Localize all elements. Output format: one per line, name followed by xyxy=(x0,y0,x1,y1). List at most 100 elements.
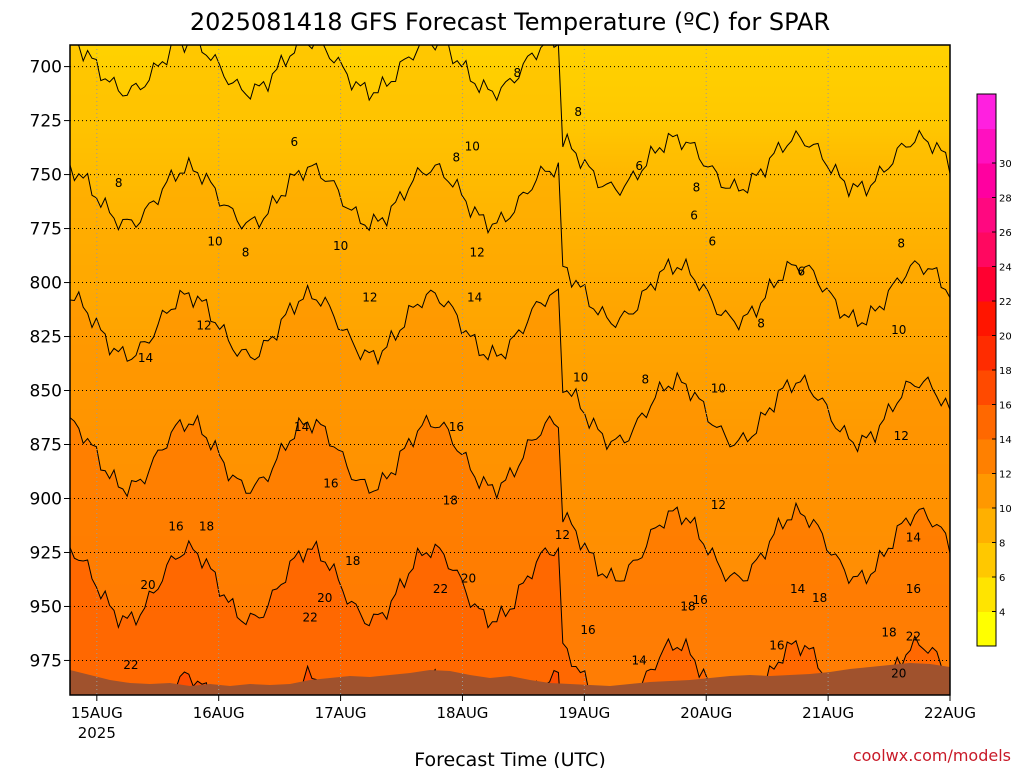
y-tick-label: 825 xyxy=(30,328,62,348)
colorbar: 4 6 8 10 12 14 16 18 20 22 24 26 28 30 xyxy=(976,93,1012,647)
contour-label: 16 xyxy=(769,638,784,652)
contour-label: 6 xyxy=(709,235,717,249)
colorbar-tick-label: 26 xyxy=(999,228,1012,239)
contour-label: 16 xyxy=(323,476,338,490)
contour-label: 10 xyxy=(207,235,222,249)
colorbar-tick-label: 6 xyxy=(999,573,1005,584)
colorbar-tick-label: 12 xyxy=(999,470,1012,481)
colorbar-swatch xyxy=(977,94,996,129)
contour-label: 10 xyxy=(465,139,480,153)
contour-label: 6 xyxy=(290,135,298,149)
contour-label: 22 xyxy=(906,630,921,644)
x-tick-label: 22AUG xyxy=(924,704,976,722)
contour-line-8 xyxy=(70,156,950,331)
contour-label: 14 xyxy=(138,351,153,365)
contour-label: 16 xyxy=(580,623,595,637)
y-tick-label: 700 xyxy=(30,58,62,78)
colorbar-swatch xyxy=(977,266,996,302)
contour-label: 12 xyxy=(894,429,909,443)
contour-label: 10 xyxy=(333,239,348,253)
y-tick-label: 925 xyxy=(30,543,62,563)
contour-label: 14 xyxy=(790,582,805,596)
colorbar-swatch xyxy=(977,335,996,371)
colorbar-tick-label: 14 xyxy=(999,435,1012,446)
colorbar-swatch xyxy=(977,508,996,543)
contour-label: 8 xyxy=(757,317,765,331)
contour-label: 14 xyxy=(294,420,309,434)
colorbar-tick-label: 22 xyxy=(999,297,1012,308)
x-axis: 15AUG 16AUG 17AUG 18AUG 19AUG 20AUG 21AUG 22AUG… xyxy=(71,695,976,742)
plot-frame xyxy=(69,44,951,696)
contour-label: 8 xyxy=(453,150,461,164)
y-axis: 700 725 750 775 800 825 850 875 900 925 950 975 xyxy=(30,58,70,671)
contour-label: 12 xyxy=(555,528,570,542)
contour-label: 8 xyxy=(897,237,905,251)
contour-label: 22 xyxy=(302,610,317,624)
colorbar-swatch xyxy=(977,473,996,509)
contour-label: 18 xyxy=(812,591,827,605)
terrain-ground xyxy=(70,663,950,695)
colorbar-swatch xyxy=(977,301,996,336)
contour-label: 20 xyxy=(140,578,155,592)
x-tick-label: 16AUG xyxy=(193,704,245,722)
temperature-band-14 xyxy=(70,540,950,695)
y-tick-label: 900 xyxy=(30,489,62,509)
colorbar-tick-label: 4 xyxy=(999,608,1005,619)
contour-label: 6 xyxy=(690,209,698,223)
x-tick-label: 21AUG xyxy=(802,704,854,722)
y-tick-label: 725 xyxy=(30,112,62,132)
y-tick-label: 800 xyxy=(30,274,62,294)
y-tick-label: 775 xyxy=(30,220,62,240)
credit-text: coolwx.com/models xyxy=(853,746,1011,765)
colorbar-swatch xyxy=(977,577,996,612)
colorbar-swatch xyxy=(977,611,996,647)
colorbar-swatch xyxy=(977,128,996,164)
colorbar-tick-label: 24 xyxy=(999,263,1012,274)
colorbar-tick-label: 10 xyxy=(999,504,1012,515)
y-tick-label: 875 xyxy=(30,436,62,456)
contour-label: 8 xyxy=(693,181,701,195)
contour-line-18 xyxy=(70,728,950,749)
contour-label: 16 xyxy=(168,520,183,534)
contour-label: 6 xyxy=(797,265,805,279)
contour-label: 14 xyxy=(632,653,647,667)
y-tick-label: 750 xyxy=(30,166,62,186)
contour-label: 22 xyxy=(123,658,138,672)
y-tick-label: 850 xyxy=(30,382,62,402)
colorbar-swatch xyxy=(977,542,996,578)
colorbar-swatch xyxy=(977,163,996,198)
contour-label: 8 xyxy=(641,373,649,387)
contour-line-22 xyxy=(70,727,950,749)
contour-label: 20 xyxy=(317,591,332,605)
contour-label: 12 xyxy=(362,291,377,305)
chart-title: 2025081418 GFS Forecast Temperature (ºC)… xyxy=(190,8,830,36)
contour-label: 8 xyxy=(574,105,582,119)
contour-label: 8 xyxy=(242,245,250,259)
contour-label: 10 xyxy=(573,371,588,385)
contour-label: 18 xyxy=(345,554,360,568)
colorbar-swatch xyxy=(977,197,996,233)
contour-label: 8 xyxy=(513,66,521,80)
contour-line-10 xyxy=(70,283,950,453)
contour-label: 20 xyxy=(891,666,906,680)
colorbar-swatch xyxy=(977,404,996,440)
colorbar-swatch xyxy=(977,439,996,474)
contour-label: 16 xyxy=(449,420,464,434)
colorbar-swatch xyxy=(977,370,996,405)
contour-label: 18 xyxy=(199,520,214,534)
contour-label: 8 xyxy=(115,176,123,190)
contour-label: 10 xyxy=(711,381,726,395)
contour-label: 14 xyxy=(906,530,921,544)
contour-label: 22 xyxy=(433,582,448,596)
x-tick-label: 19AUG xyxy=(558,704,610,722)
contour-label: 6 xyxy=(635,159,643,173)
colorbar-tick-label: 16 xyxy=(999,401,1012,412)
contour-label: 12 xyxy=(196,319,211,333)
contour-label: 18 xyxy=(443,494,458,508)
contour-label: 14 xyxy=(467,291,482,305)
colorbar-tick-label: 18 xyxy=(999,366,1012,377)
colorbar-tick-label: 8 xyxy=(999,539,1005,550)
colorbar-tick-label: 20 xyxy=(999,332,1012,343)
